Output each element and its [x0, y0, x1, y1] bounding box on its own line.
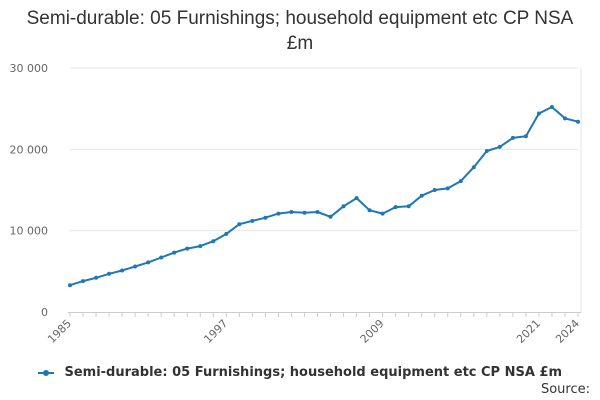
- data-point: [68, 283, 72, 288]
- data-point: [276, 211, 281, 216]
- data-point: [250, 218, 255, 223]
- axes: [68, 68, 582, 317]
- legend[interactable]: Semi-durable: 05 Furnishings; household …: [0, 365, 600, 380]
- data-point: [380, 211, 385, 216]
- data-point: [211, 239, 216, 244]
- y-tick-label: 10 000: [10, 225, 49, 238]
- series-points-layer: [68, 105, 580, 288]
- data-point: [146, 260, 151, 265]
- legend-swatch-icon: [37, 369, 54, 376]
- data-point: [120, 268, 125, 273]
- chart-title: Semi-durable: 05 Furnishings; household …: [26, 8, 574, 54]
- y-tick-label: 20 000: [10, 143, 49, 156]
- data-point: [133, 264, 138, 269]
- data-point: [328, 214, 333, 219]
- data-point: [198, 244, 203, 249]
- y-tick-label: 30 000: [10, 62, 49, 75]
- data-point: [393, 205, 398, 210]
- data-point: [315, 210, 320, 214]
- data-point: [419, 193, 424, 198]
- source-label: Source:: [540, 382, 590, 397]
- series-line: [69, 106, 579, 287]
- data-point: [523, 134, 528, 139]
- legend-label: Semi-durable: 05 Furnishings; household …: [64, 365, 563, 380]
- data-point: [172, 250, 177, 255]
- data-point: [94, 275, 99, 280]
- data-point: [549, 105, 554, 109]
- data-point: [576, 119, 580, 124]
- x-tick-label: 2021: [514, 317, 543, 346]
- data-point: [471, 165, 476, 170]
- data-point: [510, 135, 515, 140]
- x-tick-label: 1985: [45, 317, 74, 346]
- x-tick-label: 1997: [201, 317, 230, 346]
- data-point: [367, 208, 372, 213]
- x-tick-labels: 1985 1997 2009 2021 2024: [45, 317, 582, 346]
- series-line-layer: [69, 106, 579, 287]
- data-point: [237, 222, 242, 227]
- data-point: [289, 210, 294, 214]
- data-point: [563, 116, 567, 121]
- data-point: [341, 204, 346, 209]
- data-point: [497, 144, 502, 149]
- y-tick-label: 0: [41, 306, 48, 319]
- data-point: [302, 210, 307, 215]
- data-point: [107, 271, 112, 276]
- x-tick-label: 2009: [358, 317, 387, 346]
- data-point: [432, 188, 437, 192]
- y-tick-labels: 0 10 000 20 000 30 000: [10, 62, 49, 319]
- data-point: [536, 111, 541, 116]
- data-point: [458, 179, 463, 184]
- data-point: [354, 196, 359, 201]
- data-point: [159, 255, 164, 260]
- data-point: [185, 246, 190, 251]
- x-tick-label: 2024: [553, 317, 582, 346]
- data-point: [224, 231, 229, 236]
- data-point: [263, 215, 268, 220]
- data-point: [445, 186, 450, 191]
- gridlines: [70, 67, 578, 232]
- data-point: [81, 279, 85, 284]
- data-point: [484, 149, 489, 153]
- data-point: [406, 204, 411, 209]
